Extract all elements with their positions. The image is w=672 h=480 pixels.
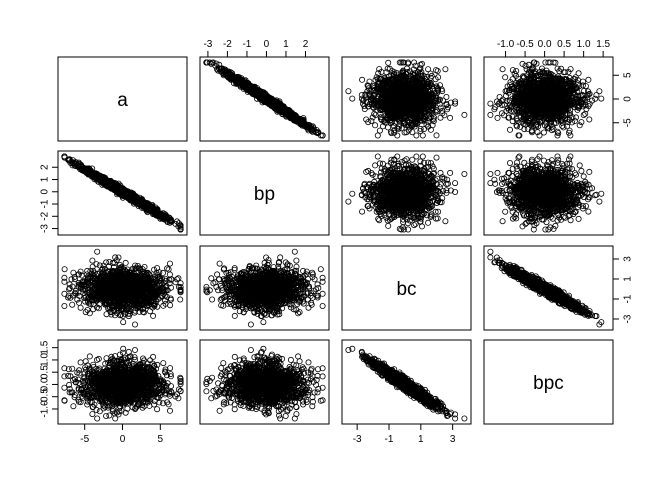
- points: [61, 153, 184, 233]
- data-point: [585, 76, 592, 83]
- data-point: [345, 88, 352, 95]
- points: [345, 59, 468, 139]
- data-point: [499, 66, 506, 73]
- variable-label-a: a: [117, 90, 128, 111]
- panel-a-vs-bp: [199, 56, 330, 142]
- data-point: [385, 59, 392, 66]
- data-point: [394, 132, 401, 139]
- data-point: [425, 66, 432, 73]
- data-point: [487, 111, 494, 118]
- points: [203, 59, 326, 139]
- data-point: [447, 114, 454, 121]
- data-point: [359, 76, 366, 83]
- panel-bp-vs-a: [57, 150, 188, 236]
- data-point: [437, 104, 444, 111]
- data-point: [573, 114, 580, 121]
- panel-a-vs-bpc: [483, 56, 614, 142]
- panel-border: [57, 56, 188, 142]
- data-point: [437, 114, 444, 121]
- data-point: [502, 74, 509, 81]
- data-point: [559, 123, 566, 130]
- data-point: [506, 126, 513, 133]
- data-point: [519, 60, 526, 67]
- data-point: [372, 122, 379, 129]
- data-point: [578, 119, 585, 126]
- data-point: [374, 132, 381, 139]
- data-point: [487, 100, 494, 107]
- data-point: [349, 95, 356, 102]
- data-point: [522, 62, 529, 69]
- data-point: [542, 59, 549, 66]
- data-point: [433, 132, 440, 139]
- data-point: [582, 110, 589, 117]
- panel-a-vs-bc: [341, 56, 472, 142]
- data-point: [461, 111, 468, 118]
- data-point: [442, 66, 449, 73]
- points: [487, 59, 605, 139]
- data-point: [494, 114, 501, 121]
- data-point: [540, 129, 547, 136]
- data-point: [586, 116, 593, 123]
- data-point: [434, 68, 441, 75]
- panel-a-vs-a: a: [57, 56, 188, 142]
- data-point: [576, 122, 583, 129]
- data-point: [206, 59, 213, 66]
- data-point: [582, 83, 589, 90]
- data-point: [598, 95, 605, 102]
- data-point: [411, 59, 418, 66]
